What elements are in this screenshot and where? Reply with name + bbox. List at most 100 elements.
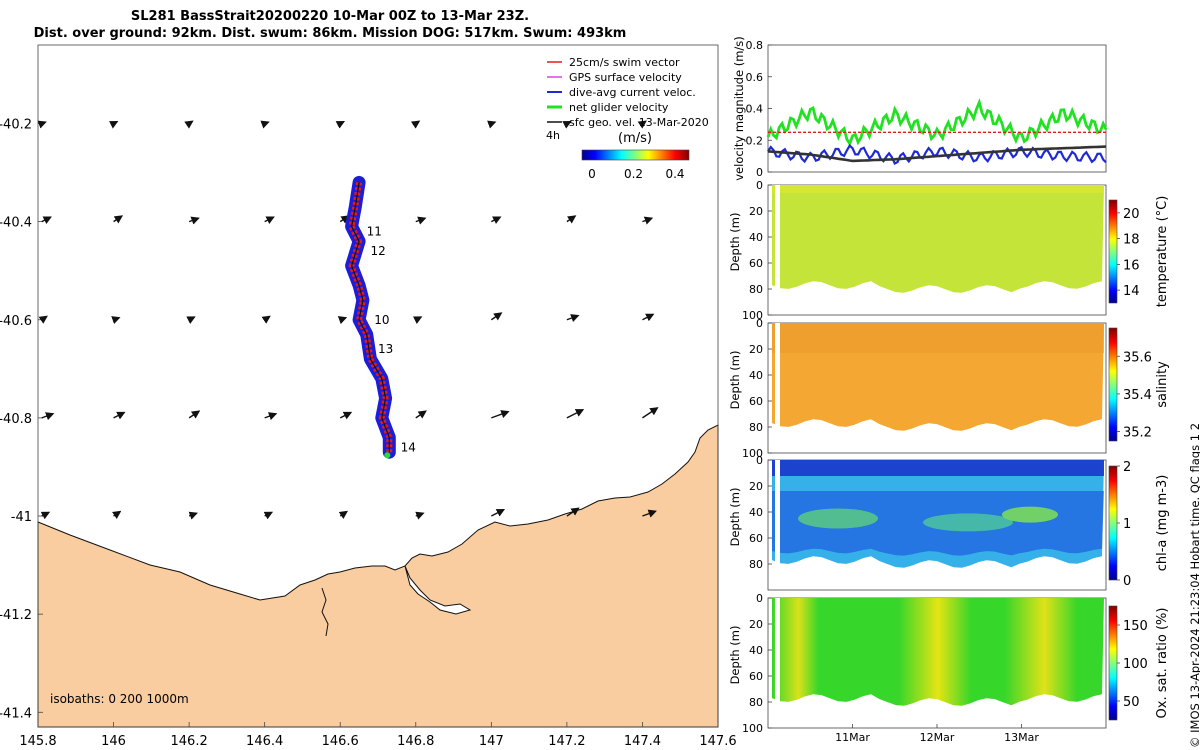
geo-vector-arrow xyxy=(186,316,196,324)
geo-vector-arrow xyxy=(566,215,577,224)
geo-vector-arrow xyxy=(490,312,503,321)
x-tick-label: 147.4 xyxy=(624,734,661,749)
time-step-label: 4h xyxy=(546,129,560,142)
geo-vector-arrow xyxy=(188,216,200,225)
oxygen-cbar-tick-label: 50 xyxy=(1123,695,1140,710)
geo-velocity-line xyxy=(767,145,1107,163)
oxygen-colorbar-label: Ox. sat. ratio (%) xyxy=(1155,608,1170,719)
oxygen-colorbar xyxy=(1108,605,1118,721)
day-label: 12 xyxy=(370,244,385,258)
x-tick-label: 146.4 xyxy=(246,734,283,749)
geo-vector-arrow xyxy=(338,510,349,519)
x-tick-label: 146 xyxy=(101,734,126,749)
day-label: 11 xyxy=(367,224,382,238)
temperature-colorbar xyxy=(1108,199,1118,304)
chart-title: SL281 BassStrait20200220 10-Mar 00Z to 1… xyxy=(130,9,530,24)
map-panel: 145.8 146 146.2 146.4 146.6 146.8 147 147.2 147.… xyxy=(0,44,737,749)
map-axes-frame xyxy=(37,44,719,728)
isobaths-label: isobaths: 0 200 1000m xyxy=(50,692,189,706)
temperature-axes xyxy=(767,184,1107,316)
colorbar-unit: (m/s) xyxy=(618,131,652,146)
legend-item-current: dive-avg current veloc. xyxy=(547,86,696,99)
geo-vector-arrow xyxy=(264,412,278,421)
temperature-cbar-tick-label: 16 xyxy=(1123,258,1140,273)
chl-a-cbar-tick-label: 1 xyxy=(1123,517,1131,532)
y-tick-label: -40.2 xyxy=(0,118,32,133)
geo-vector-arrow xyxy=(41,216,52,225)
oxygen-axes xyxy=(767,597,1107,729)
colorbar-tick-label: 0.2 xyxy=(624,167,643,181)
geo-vector-arrow xyxy=(642,509,657,518)
geo-vector-arrow xyxy=(410,120,421,129)
map-colorbar: 0 0.2 0.4 xyxy=(581,149,690,181)
temperature-section xyxy=(772,185,1104,293)
geo-vector-arrow xyxy=(112,510,122,519)
temperature-cbar-tick-label: 14 xyxy=(1123,284,1140,299)
oxygen-cbar-tick-label: 100 xyxy=(1123,657,1148,672)
chl-a-section xyxy=(772,460,1104,568)
temperature-data-gap xyxy=(775,185,780,289)
chl-a-cbar-tick-label: 0 xyxy=(1123,574,1131,589)
legend-item-net: net glider velocity xyxy=(547,101,669,114)
geo-vector-arrow xyxy=(566,507,580,517)
y-tick-label: -40.4 xyxy=(0,216,32,231)
geo-vector-arrow xyxy=(487,120,497,129)
chl-patch xyxy=(798,508,878,529)
sal-upper-layer xyxy=(772,323,1104,353)
geo-vector-arrow xyxy=(566,409,585,419)
geo-vector-arrow xyxy=(642,216,654,225)
chl-a-axes xyxy=(767,459,1107,591)
temperature-colorbar-label: temperature (°C) xyxy=(1155,196,1170,308)
salinity-data-gap xyxy=(775,323,780,427)
chl-a-colorbar xyxy=(1108,465,1118,581)
geo-vector-arrow xyxy=(339,411,353,420)
geo-vector-arrow xyxy=(261,315,271,324)
geo-vector-arrow xyxy=(415,216,427,225)
svg-text:sfc geo. vel. 13-Mar-2020: sfc geo. vel. 13-Mar-2020 xyxy=(569,116,709,129)
colorbar-tick-label: 0.4 xyxy=(665,167,684,181)
land-area xyxy=(37,424,719,728)
colorbar-bar xyxy=(581,149,690,161)
geo-vector-arrow xyxy=(491,410,510,419)
geo-vectors xyxy=(37,120,659,520)
geo-vector-arrow xyxy=(415,511,425,520)
y-tick-label: -41.2 xyxy=(0,608,32,623)
geo-vector-arrow xyxy=(491,216,502,225)
geo-vector-arrow xyxy=(412,316,423,324)
legend-item-swim: 25cm/s swim vector xyxy=(547,56,680,69)
temperature-cbar-tick-label: 18 xyxy=(1123,233,1140,248)
temperature-cbar-tick-label: 20 xyxy=(1123,207,1140,222)
legend-item-geo: sfc geo. vel. 13-Mar-2020 xyxy=(547,116,709,129)
day-label: 13 xyxy=(378,342,393,356)
geo-vector-arrow xyxy=(41,412,55,421)
y-tick-label: -40.8 xyxy=(0,412,32,427)
x-tick-label: 146.8 xyxy=(397,734,434,749)
day-label: 10 xyxy=(374,313,389,327)
svg-text:net glider velocity: net glider velocity xyxy=(569,101,669,114)
geo-vector-arrow xyxy=(637,120,647,129)
day-labels: 11 12 10 13 14 xyxy=(367,224,416,454)
geo-vector-arrow xyxy=(113,411,126,420)
geo-vector-arrow xyxy=(111,316,121,325)
colorbar-tick-label: 0 xyxy=(588,167,596,181)
net-velocity-line xyxy=(766,98,1108,147)
time-tick-label: 13Mar xyxy=(1004,731,1039,744)
credit-text: © IMOS 13-Apr-2024 21:23:04 Hobart time.… xyxy=(1188,423,1200,748)
oxygen-data-gap xyxy=(775,598,780,702)
chl-a-cbar-tick-label: 2 xyxy=(1123,460,1131,475)
day-label: 14 xyxy=(401,440,416,454)
chl-patch xyxy=(923,513,1013,532)
x-tick-label: 147 xyxy=(479,734,504,749)
svg-text:GPS surface velocity: GPS surface velocity xyxy=(569,71,682,84)
x-tick-label: 147.6 xyxy=(699,734,736,749)
y-tick-label: -41.4 xyxy=(0,706,32,721)
chart-subtitle: Dist. over ground: 92km. Dist. swum: 86k… xyxy=(33,26,627,41)
salinity-colorbar xyxy=(1108,327,1118,442)
geo-vector-arrow xyxy=(642,407,659,419)
legend-item-gps: GPS surface velocity xyxy=(547,71,682,84)
geo-vector-arrow xyxy=(263,511,274,520)
